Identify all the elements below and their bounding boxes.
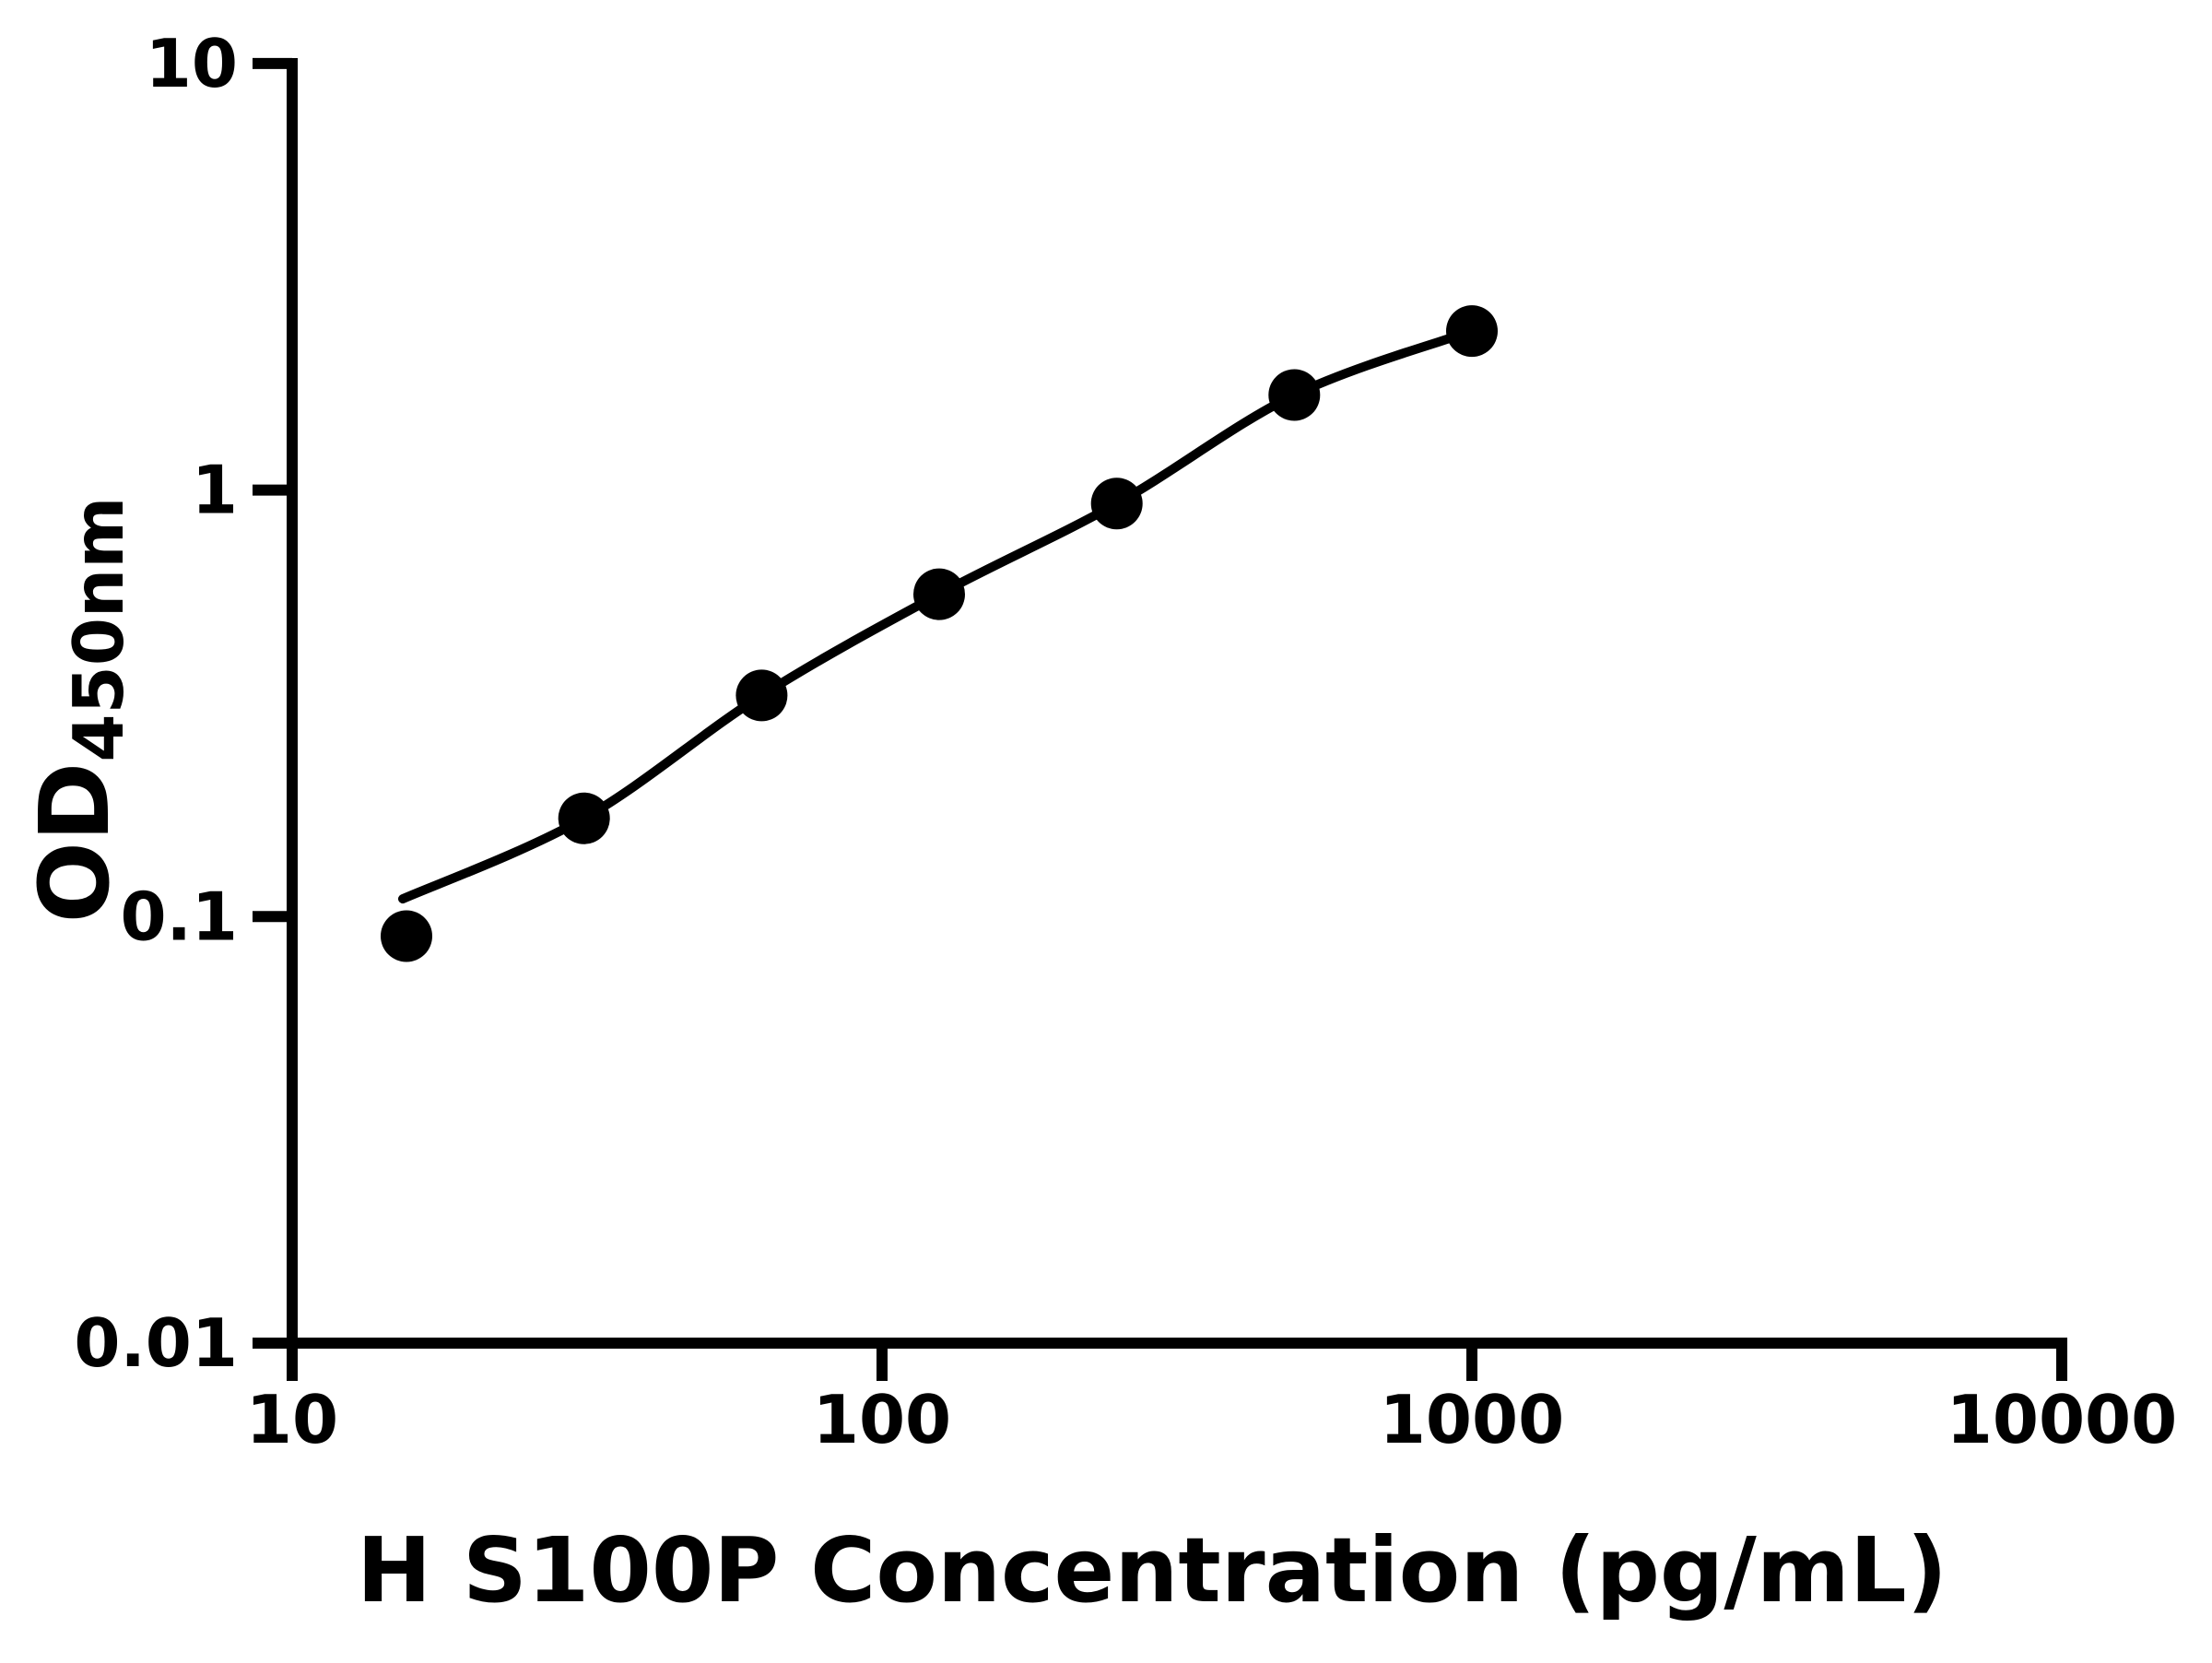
y-tick-label-10: 10 [146,25,238,102]
data-point [558,792,610,844]
x-axis-title: H S100P Concentration (pg/mL) [357,1518,1947,1622]
y-axis-title: OD450nm [18,497,139,924]
data-point [1446,305,1498,358]
y-axis-title-subscript: 450nm [58,497,139,762]
data-point [913,568,965,620]
data-point [1090,478,1143,530]
data-point [735,669,788,722]
x-tick-label-10: 10 [246,1381,338,1458]
y-tick-label-1: 1 [192,452,238,529]
x-tick-label-10000: 10000 [1947,1381,2178,1458]
data-point [381,910,432,962]
x-tick-label-1000: 1000 [1380,1381,1564,1458]
data-point [1268,369,1321,421]
y-tick-label-0.1: 0.1 [120,878,238,955]
x-tick-label-100: 100 [813,1381,951,1458]
y-axis-title-main: OD [18,762,131,924]
y-tick-label-0.01: 0.01 [74,1304,238,1382]
